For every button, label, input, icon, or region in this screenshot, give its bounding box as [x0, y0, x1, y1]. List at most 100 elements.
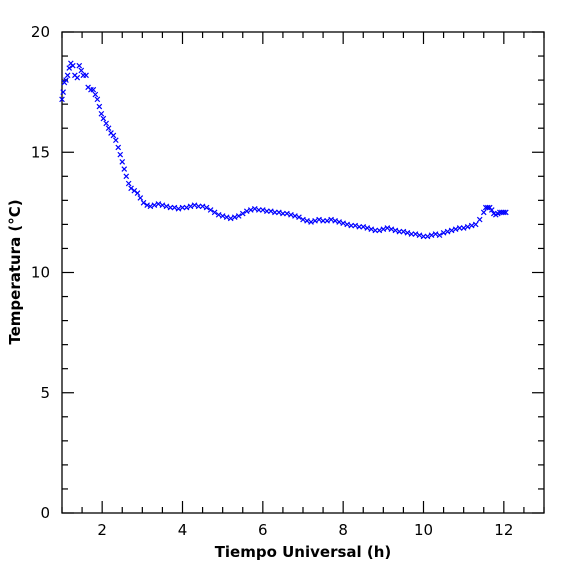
data-point: [251, 205, 258, 212]
data-point: [134, 190, 141, 196]
data-point: [117, 151, 124, 158]
data-point: [171, 204, 178, 211]
data-point: [70, 62, 76, 69]
data-point: [428, 232, 435, 239]
data-point: [480, 209, 487, 216]
data-point: [404, 229, 411, 236]
data-point: [501, 209, 507, 216]
data-point: [424, 233, 431, 240]
data-point: [74, 74, 81, 81]
data-point: [388, 226, 395, 233]
data-point: [175, 205, 182, 212]
x-tick-label: 12: [494, 521, 513, 539]
data-point: [368, 226, 375, 233]
data-point: [123, 173, 130, 180]
data-point: [151, 202, 158, 208]
data-point: [183, 204, 190, 211]
data-point: [187, 203, 194, 210]
data-point: [292, 213, 298, 219]
data-point: [105, 125, 112, 132]
data-point: [400, 228, 407, 235]
data-point: [211, 209, 218, 216]
data-point: [231, 214, 238, 221]
data-point: [147, 203, 154, 210]
data-point: [452, 226, 459, 233]
data-point: [199, 203, 206, 210]
x-tick-label: 4: [178, 521, 188, 539]
data-point: [268, 208, 274, 214]
y-tick-label: 15: [31, 143, 50, 161]
data-point: [223, 214, 230, 221]
data-point: [392, 227, 399, 234]
data-point: [137, 195, 144, 201]
data-point: [59, 96, 65, 103]
data-point: [155, 201, 162, 207]
y-tick-label: 5: [40, 384, 50, 402]
data-point: [115, 144, 122, 151]
data-point: [60, 89, 67, 95]
data-point: [219, 213, 226, 219]
data-point: [83, 72, 89, 79]
data-point: [448, 227, 455, 234]
data-point: [384, 225, 391, 231]
data-point: [412, 231, 419, 237]
data-point: [304, 217, 310, 224]
data-point: [336, 219, 342, 225]
data-point: [96, 103, 103, 110]
data-point: [416, 232, 423, 239]
data-point: [159, 202, 166, 208]
data-point: [94, 96, 101, 103]
y-tick-label: 0: [40, 504, 50, 522]
data-point: [332, 217, 338, 224]
data-point: [380, 226, 387, 233]
data-point: [191, 202, 198, 208]
data-point: [312, 217, 318, 224]
data-point: [112, 137, 119, 144]
data-point: [163, 203, 170, 210]
y-axis-label: Temperatura (°C): [6, 199, 24, 344]
data-point: [125, 180, 132, 187]
data-point: [484, 204, 491, 211]
data-point: [110, 132, 117, 139]
data-point: [444, 228, 451, 235]
data-point: [503, 209, 509, 216]
data-point: [144, 202, 150, 208]
y-tick-label: 20: [31, 23, 50, 41]
tick-labels: 2 4 6 8 10 12 0 5 10 15 20: [31, 23, 513, 539]
data-point: [476, 216, 483, 223]
data-point: [360, 223, 367, 230]
data-point: [340, 220, 346, 227]
data-point: [92, 91, 99, 98]
data-point: [328, 216, 334, 223]
data-point: [316, 216, 322, 223]
data-point: [376, 227, 383, 234]
data-point: [243, 208, 250, 214]
data-point: [464, 223, 471, 230]
data-point: [140, 199, 147, 206]
data-point: [235, 213, 242, 219]
data-point: [215, 211, 222, 218]
x-tick-label: 8: [338, 521, 348, 539]
data-point: [64, 72, 71, 79]
data-point: [288, 211, 294, 218]
data-point: [63, 77, 69, 83]
data-point: [472, 221, 479, 228]
data-point: [296, 214, 302, 221]
data-point: [468, 222, 475, 229]
data-point: [119, 159, 126, 165]
data-point: [488, 207, 495, 213]
data-point: [247, 207, 254, 213]
data-point: [90, 86, 97, 93]
x-tick-label: 2: [97, 521, 107, 539]
data-point: [76, 62, 83, 69]
data-point: [460, 225, 467, 231]
data-point: [260, 207, 266, 213]
data-point: [203, 204, 210, 211]
data-point: [227, 215, 234, 222]
x-tick-label: 10: [414, 521, 433, 539]
data-point: [276, 209, 282, 216]
data-point: [436, 232, 443, 239]
axis-ticks: [61, 31, 545, 514]
data-point: [100, 115, 107, 122]
